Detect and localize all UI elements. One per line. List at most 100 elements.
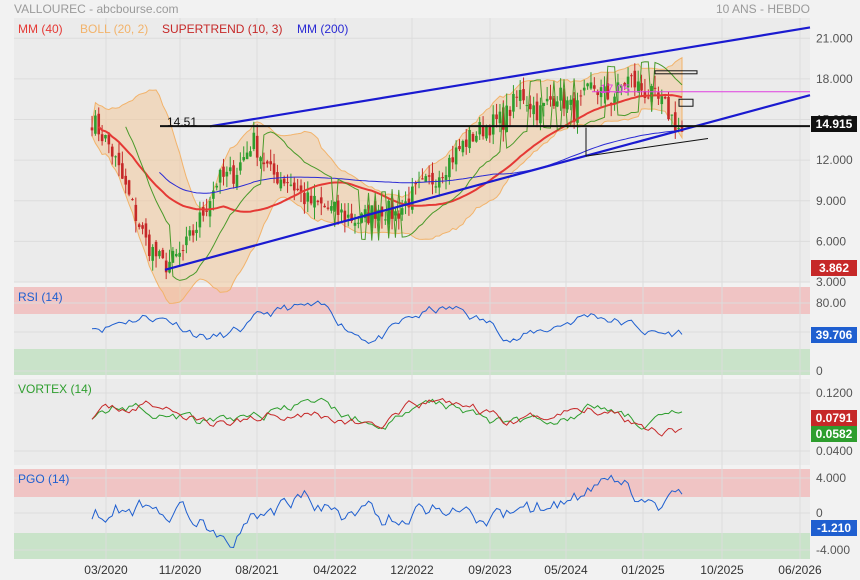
indicator-tick-label: 0 <box>816 364 823 378</box>
candle-body <box>528 103 532 110</box>
candle-body <box>245 152 249 160</box>
candle-body <box>239 162 242 171</box>
x-tick-label: 01/2025 <box>621 563 665 577</box>
candle-body <box>596 91 600 96</box>
candle-body <box>266 161 269 164</box>
indicator-tick-label: 80.00 <box>816 296 846 310</box>
candle-body <box>495 114 498 120</box>
level-box-upper <box>654 70 698 75</box>
candle-body <box>424 176 428 183</box>
candle-body <box>350 213 353 222</box>
candle-body <box>330 206 333 211</box>
candle-body <box>397 213 401 219</box>
bollinger-band-area <box>91 56 683 304</box>
candle-body <box>650 86 653 102</box>
candle-body <box>306 192 310 202</box>
candle-body <box>309 195 313 204</box>
candle-body <box>620 85 623 88</box>
candle-body <box>441 177 444 179</box>
candle-body <box>94 115 97 134</box>
chart-source-title: VALLOUREC - abcbourse.com <box>14 2 179 16</box>
candle-body <box>340 209 343 213</box>
candle-body <box>653 87 657 89</box>
candle-body <box>539 105 542 124</box>
candle-body <box>461 141 465 153</box>
candle-body <box>458 146 461 150</box>
candle-body <box>400 208 404 215</box>
vortex-neg-value: 0.0791 <box>816 411 853 425</box>
x-tick-label: 12/2022 <box>390 563 434 577</box>
rsi-line <box>91 300 683 344</box>
pattern-lower <box>585 137 709 157</box>
legend-vortex: VORTEX (14) <box>18 382 92 396</box>
candle-body <box>515 96 519 98</box>
price-tick-label: 21.000 <box>816 31 853 45</box>
candle-body <box>630 75 633 77</box>
candle-body <box>124 175 128 185</box>
candle-body <box>262 162 266 165</box>
candle-body <box>377 209 380 221</box>
candle-body <box>252 132 256 150</box>
legend-supertrend: SUPERTREND (10, 3) <box>162 22 282 36</box>
price-tick-label: 9.000 <box>816 194 846 208</box>
candle-body <box>603 86 606 93</box>
candle-body <box>373 201 377 219</box>
candle-body <box>201 207 205 216</box>
candle-body <box>144 223 148 238</box>
candle-body <box>151 247 154 261</box>
candle-body <box>673 112 677 131</box>
upper-trendline <box>209 26 811 128</box>
x-tick-label: 10/2025 <box>700 563 744 577</box>
chart-period-label: 10 ANS - HEBDO <box>715 2 810 16</box>
candle-body <box>667 97 670 120</box>
candle-body <box>127 180 131 195</box>
candle-body <box>485 126 488 139</box>
candle-body <box>286 182 289 184</box>
candle-body <box>545 98 549 102</box>
candle-body <box>549 96 552 100</box>
candle-body <box>633 70 637 88</box>
candle-body <box>178 252 181 257</box>
supertrend-value: 3.862 <box>819 261 849 275</box>
vortex-positive-line <box>91 397 683 430</box>
candle-body <box>336 200 340 215</box>
candle-body <box>555 101 559 107</box>
candle-body <box>272 163 276 175</box>
candle-body <box>525 105 529 107</box>
level-box-lower <box>678 98 694 107</box>
indicator-lines <box>91 300 683 549</box>
candle-body <box>394 211 397 216</box>
candle-body <box>616 82 620 94</box>
candle-body <box>576 100 579 123</box>
candle-body <box>431 172 434 185</box>
legend-mm40: MM (40) <box>18 22 63 36</box>
candle-body <box>296 188 299 190</box>
indicator-tick-label: 0 <box>816 506 823 520</box>
price-series <box>90 63 684 280</box>
candle-body <box>660 96 664 105</box>
candle-body <box>505 105 508 133</box>
candle-body <box>498 111 502 124</box>
candle-body <box>104 134 107 139</box>
candle-body <box>299 185 303 193</box>
candle-body <box>640 83 643 91</box>
candle-body <box>367 212 370 224</box>
rsi-badge <box>811 327 857 343</box>
candle-body <box>353 222 357 226</box>
indicator-tick-label: -4.000 <box>816 543 850 557</box>
candle-body <box>518 89 522 101</box>
candle-body <box>205 210 208 212</box>
candle-body <box>218 169 222 183</box>
candle-body <box>481 126 485 137</box>
candle-body <box>437 177 441 188</box>
x-tick-label: 09/2023 <box>468 563 512 577</box>
rsi-value: 39.706 <box>816 328 853 342</box>
candle-body <box>360 213 364 223</box>
candle-body <box>454 147 458 165</box>
candle-body <box>97 113 101 135</box>
candle-body <box>643 90 647 98</box>
indicator-tick-label: 0.1200 <box>816 386 853 400</box>
candle-body <box>249 151 252 157</box>
candle-body <box>313 195 316 208</box>
candle-body <box>259 157 262 162</box>
